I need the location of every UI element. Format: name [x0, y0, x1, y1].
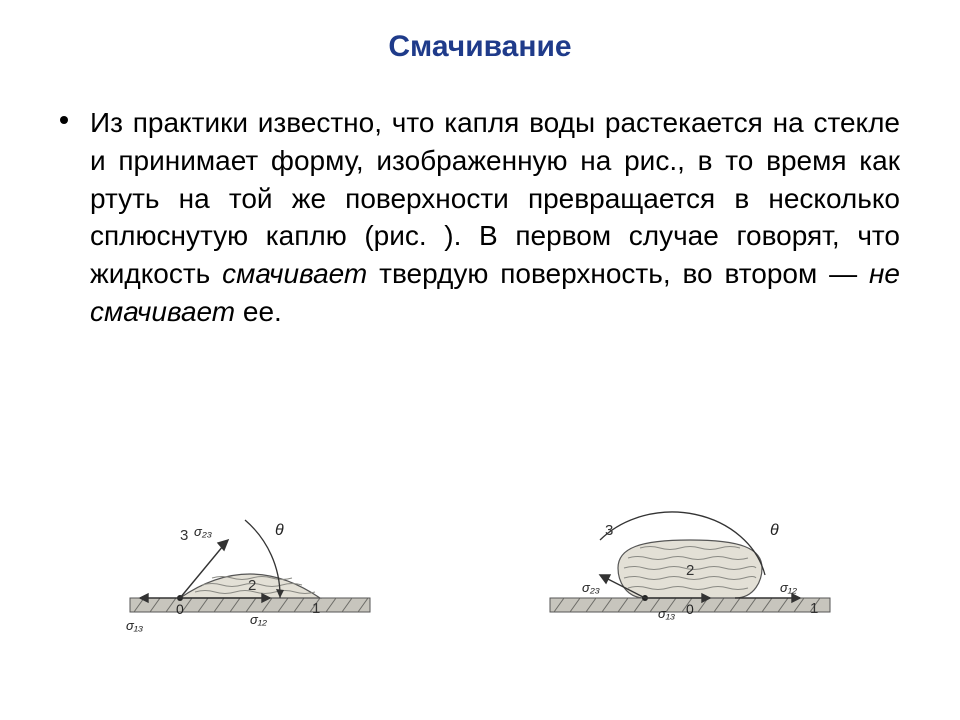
label-origin: 0: [686, 601, 694, 617]
slide-title: Смачивание: [60, 30, 900, 64]
label-origin: 0: [176, 601, 184, 617]
label-region1: 1: [312, 600, 320, 617]
label-region2: 2: [248, 577, 256, 594]
body-wets: смачивает: [222, 258, 367, 289]
label-region3: 3: [605, 522, 613, 539]
label-theta: θ: [275, 522, 284, 539]
surface: [130, 598, 370, 612]
label-sigma23: σ₂₃: [582, 580, 600, 595]
figures-row: θ σ₂₃ σ₁₂ σ₁₃ 3 2 1 0: [0, 480, 960, 640]
figure-wetting: θ σ₂₃ σ₁₂ σ₁₃ 3 2 1 0: [120, 480, 380, 640]
bullet-block: Из практики известно, что капля воды рас…: [60, 104, 900, 331]
label-sigma23: σ₂₃: [194, 524, 212, 539]
label-theta: θ: [770, 522, 779, 539]
label-sigma13: σ₁₃: [126, 618, 143, 633]
bullet-dot: [60, 116, 68, 124]
body-part-3: ее.: [235, 296, 282, 327]
slide: Смачивание Из практики известно, что кап…: [0, 0, 960, 720]
label-sigma13: σ₁₃: [658, 606, 675, 621]
label-sigma12: σ₁₂: [780, 580, 797, 595]
label-region2: 2: [686, 562, 694, 579]
body-part-2: твердую поверхность, во втором —: [367, 258, 869, 289]
body-paragraph: Из практики известно, что капля воды рас…: [90, 104, 900, 331]
figure-nonwetting: θ σ₂₃ σ₁₃ σ₁₂ 3 2 1 0: [540, 480, 840, 640]
label-region1: 1: [810, 600, 818, 617]
label-region3: 3: [180, 527, 188, 544]
label-sigma12: σ₁₂: [250, 612, 267, 627]
